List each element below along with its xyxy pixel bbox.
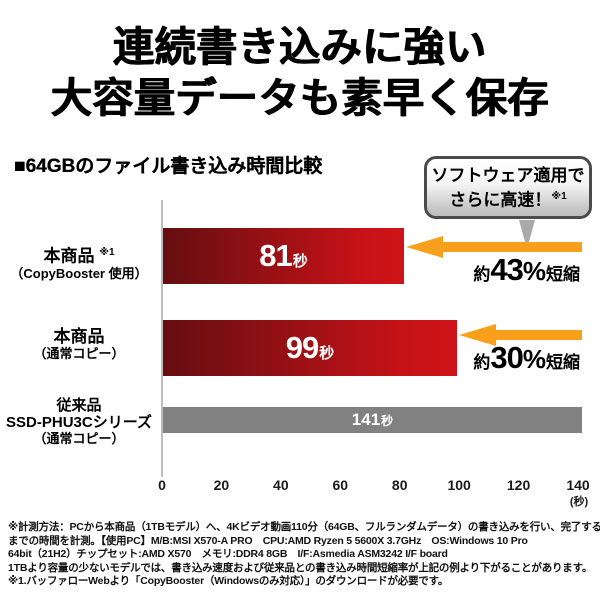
footnote-line: ※計測方法：PCから本商品（1TBモデル）へ、4Kビデオ動画110分（64GB、… xyxy=(8,521,600,533)
callout-line2: さらに高速！※1 xyxy=(449,190,567,210)
row-label-1: 本商品 （通常コピー） xyxy=(0,327,158,362)
chart-heading: ■64GBのファイル書き込み時間比較 xyxy=(14,156,323,177)
bar2-unit: 秒 xyxy=(381,414,394,428)
reduction-annotation-1: 約 30% 短縮 xyxy=(473,340,580,375)
footnote-line: 1TBより容量の少ないモデルでは、書き込み速度および従来品との書き込み時間短縮率… xyxy=(8,561,593,574)
row-label-2: 従来品 SSD-PHU3Cシリーズ （通常コピー） xyxy=(0,397,158,447)
bar0-value: 81 xyxy=(259,238,292,273)
bar-copybooster: 81 秒 xyxy=(163,228,404,284)
x-axis-ticks: 0 20 40 60 80 100 120 140 xyxy=(0,477,600,493)
x-tick-label: 80 xyxy=(391,477,408,493)
bar-legacy-product: 141 秒 xyxy=(163,407,582,433)
arrow-left-icon xyxy=(406,236,443,258)
footnotes: ※計測方法：PCから本商品（1TBモデル）へ、4Kビデオ動画110分（64GB、… xyxy=(8,521,600,589)
row0-note-ref: ※1 xyxy=(99,247,115,258)
page-title-line2: 大容量データも素早く保存 xyxy=(51,75,549,121)
callout-line1: ソフトウェア適用で xyxy=(431,165,585,185)
row1-label-main: 本商品 xyxy=(53,327,105,346)
x-tick-label: 120 xyxy=(506,477,531,493)
bar2-value: 141 xyxy=(351,410,381,429)
footnote-line: ※1.バッファローWebより「CopyBooster（Windowsのみ対応）」… xyxy=(8,575,449,588)
page-title: 連続書き込みに強い 大容量データも素早く保存 xyxy=(0,22,600,124)
footnote-line: 64bit（21H2）チップセット:AMD X570 メモリ:DDR4 8GB … xyxy=(8,548,448,561)
row1-label-sub: （通常コピー） xyxy=(33,346,125,361)
x-tick-label: 60 xyxy=(332,477,349,493)
x-tick-label: 20 xyxy=(213,477,230,493)
page-title-line1: 連続書き込みに強い xyxy=(113,24,487,70)
row0-label-sub: （CopyBooster 使用） xyxy=(10,265,148,281)
arrow-left-icon xyxy=(459,324,496,346)
x-tick-label: 140 xyxy=(566,477,590,493)
bar1-value: 99 xyxy=(285,330,319,365)
row2-label-main: 従来品 xyxy=(56,397,102,414)
row2-label-mid: SSD-PHU3Cシリーズ xyxy=(6,414,152,431)
x-axis-unit-label: (秒) xyxy=(569,496,589,508)
callout-bubble: ソフトウェア適用で さらに高速！※1 xyxy=(424,156,592,219)
x-tick-label: 100 xyxy=(447,477,471,493)
bar0-unit: 秒 xyxy=(292,253,308,270)
bar1-unit: 秒 xyxy=(319,345,335,362)
row-label-0: 本商品 ※1 （CopyBooster 使用） xyxy=(0,243,158,282)
reduction-annotation-0: 約 43% 短縮 xyxy=(473,252,580,287)
bar-normal-copy: 99 秒 xyxy=(163,320,457,376)
y-axis-line xyxy=(161,200,163,477)
callout-note-ref: ※1 xyxy=(551,190,567,202)
reduction-arrow-1 xyxy=(459,324,582,346)
x-tick-label: 40 xyxy=(273,477,289,493)
callout-tail-icon xyxy=(519,220,535,249)
footnote-line: までの時間を計測。【使用PC】M/B:MSI X570-A PRO CPU:AM… xyxy=(8,534,528,547)
x-tick-label: 0 xyxy=(158,477,166,493)
reduction-arrow-0 xyxy=(406,236,582,258)
row2-label-sub: （通常コピー） xyxy=(33,431,125,446)
row0-label-main: 本商品 xyxy=(43,246,95,266)
